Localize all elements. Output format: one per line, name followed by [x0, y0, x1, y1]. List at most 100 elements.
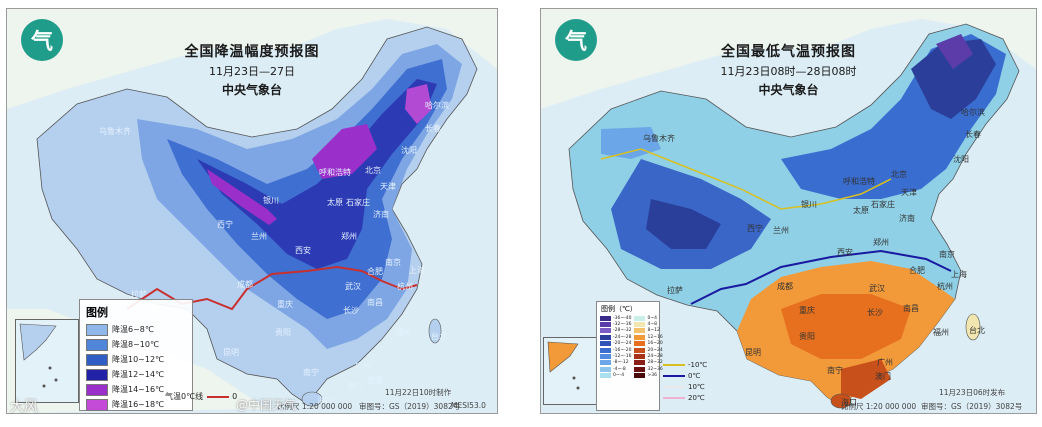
legend-label: 降温10~12℃: [112, 355, 165, 364]
legend-label: 降温16~18℃: [112, 400, 165, 409]
isoline-label: 0℃: [688, 371, 701, 380]
city-label: 南宁: [303, 368, 319, 377]
legend-item: -16~-20: [600, 347, 631, 353]
legend-label: -24~-28: [613, 334, 632, 340]
min-temp-forecast-map-panel: 气 全国最低气温预报图 11月23日08时—28日08时 中央气象台 乌鲁木齐 哈…: [540, 8, 1037, 414]
hainan-island: [830, 393, 852, 409]
city-label: 台北: [969, 326, 985, 335]
city-label: 福州: [933, 328, 949, 337]
legend-label: 降温8~10℃: [112, 340, 159, 349]
cooling-band-16-18: [405, 84, 432, 124]
legend-swatch: [600, 354, 611, 360]
legend-item: 降温8~10℃: [86, 337, 192, 352]
legend-label: >36: [647, 373, 657, 379]
legend-swatch: [634, 347, 646, 353]
legend-item: 4~8: [634, 321, 662, 328]
city-label: 西宁: [747, 224, 763, 233]
isoline-label: 20℃: [688, 393, 705, 402]
city-label: 澳门: [875, 372, 891, 381]
cold-zone-northeast: [911, 39, 996, 119]
cold-zone-west-core: [646, 199, 721, 249]
city-label: 银川: [801, 200, 817, 209]
left-source: MESI53.0: [451, 401, 486, 410]
city-label: 昆明: [223, 348, 239, 357]
legend-item: 24~28: [634, 353, 663, 360]
legend-label: -28~-32: [613, 328, 632, 334]
south-sea-inset-svg: [547, 341, 580, 390]
legend-label: 32~36: [647, 366, 663, 372]
legend-swatch: [600, 360, 611, 366]
legend-swatch: [634, 341, 646, 347]
city-label: 兰州: [251, 232, 267, 241]
legend-label: 0~4: [647, 315, 657, 321]
isoline-swatch: [663, 385, 685, 388]
city-label: 重庆: [799, 306, 815, 315]
city-label: 呼和浩特: [319, 168, 351, 177]
city-label: 郑州: [873, 238, 889, 247]
legend-swatch: [600, 341, 611, 347]
legend-label: 28~32: [647, 360, 663, 366]
isoline-legend-item: 0℃: [663, 370, 717, 381]
legend-swatch: [634, 366, 646, 372]
cooling-band-14-16-north: [312, 124, 377, 179]
city-label: 武汉: [345, 282, 361, 291]
south-china-sea-inset: [15, 319, 79, 403]
city-label: 哈尔滨: [425, 101, 449, 110]
isoline-swatch: [663, 363, 685, 366]
right-scale: 比例尺 1:20 000 000: [841, 402, 917, 411]
legend-swatch: [86, 338, 108, 351]
neighbor-land: [7, 9, 497, 109]
legend-swatch: [600, 328, 611, 334]
isoline-legend-item: -10℃: [663, 359, 717, 370]
legend-swatch: [634, 334, 646, 340]
legend-item: 降温6~8℃: [86, 322, 192, 337]
legend-item: -4~-8: [600, 366, 631, 372]
legend-item: -12~-16: [600, 353, 631, 360]
city-label: 西宁: [217, 220, 233, 229]
legend-item: 16~20: [634, 341, 663, 347]
cma-logo: 气: [21, 19, 63, 61]
legend-item: 20~24: [634, 347, 663, 353]
city-label: 杭州: [937, 282, 953, 291]
city-label: 杭州: [397, 282, 413, 291]
city-label: 台北: [431, 332, 447, 341]
city-label: 成都: [237, 280, 253, 289]
isoline-minus10c: [600, 148, 892, 210]
city-label: 广州: [877, 358, 893, 367]
legend-label: -32~-36: [613, 322, 632, 328]
city-label: 天津: [901, 188, 917, 197]
legend-label: 4~8: [647, 322, 657, 328]
watermark-center: @中国天气: [236, 398, 297, 412]
legend-item: -36~-40: [600, 315, 631, 321]
city-label: 银川: [263, 196, 279, 205]
legend-item: -20~-24: [600, 341, 631, 347]
left-issued-time: 11月22日10时制作: [385, 388, 452, 397]
city-label: 长沙: [867, 308, 883, 317]
city-label: 郑州: [341, 232, 357, 241]
legend-swatch: [634, 328, 646, 334]
right-title-block: 全国最低气温预报图 11月23日08时—28日08时 中央气象台: [541, 41, 1036, 98]
legend-item: >36: [634, 373, 662, 379]
legend-item: -8~-12: [600, 360, 631, 366]
cold-zone-northeast-core: [936, 34, 973, 69]
city-label: 福州: [395, 328, 411, 337]
legend-label: 12~16: [647, 334, 663, 340]
legend-item: 8~12: [634, 328, 662, 334]
city-label: 海口: [317, 396, 333, 405]
city-label: 北京: [365, 166, 381, 175]
city-label: 长春: [965, 130, 981, 139]
isoline-label: -10℃: [688, 360, 708, 369]
legend-label: 16~20: [647, 341, 663, 347]
city-label: 拉萨: [131, 290, 147, 299]
left-map-agency: 中央气象台: [221, 83, 282, 97]
city-label: 天津: [380, 182, 396, 191]
legend-item: 降温10~12℃: [86, 352, 192, 367]
cooling-forecast-map-panel: 气 全国降温幅度预报图 11月23日—27日 中央气象台 乌鲁木齐 哈尔滨 长春 沈阳…: [6, 8, 498, 414]
city-label: 合肥: [909, 266, 925, 275]
legend-swatch: [86, 383, 108, 396]
right-legend: 图例（℃） -36~-40 -32~-36 -28~-32 -24~-28 -20~-2…: [596, 301, 663, 411]
city-label: 太原: [327, 198, 343, 207]
zero-line-legend-label: 气温0℃线: [165, 392, 204, 401]
legend-item: 28~32: [634, 360, 663, 366]
city-label: 太原: [853, 206, 869, 215]
